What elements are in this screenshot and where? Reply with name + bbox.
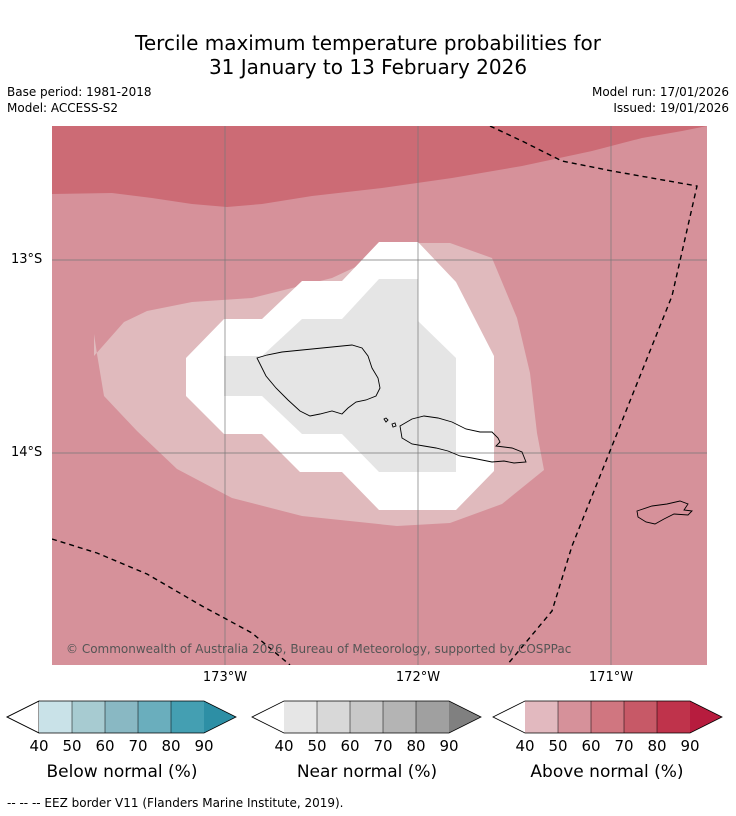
cbar-above-tick: 90 <box>680 737 700 755</box>
cbar-above-high-ext <box>690 701 722 733</box>
cbar-above-70-80 <box>624 701 657 733</box>
colorbar-below-label: Below normal (%) <box>46 762 198 782</box>
cbar-near-tick: 50 <box>307 737 327 755</box>
cbar-above-low-ext <box>493 701 525 733</box>
map-title: Tercile maximum temperature probabilitie… <box>0 31 736 79</box>
cbar-below-low-ext <box>6 700 40 734</box>
lon-label-172w: 172°W <box>395 670 441 685</box>
upolu-island <box>399 415 527 464</box>
eez-borders <box>52 126 698 665</box>
cbar-above-tick: 40 <box>515 737 535 755</box>
cbar-above-tick: 60 <box>581 737 601 755</box>
title-line-1: Tercile maximum temperature probabilitie… <box>135 31 601 55</box>
eez-border-east <box>489 126 698 665</box>
probability-map: © Commonwealth of Australia 2026, Bureau… <box>52 126 707 665</box>
apolima-island <box>391 422 397 428</box>
cbar-below-high-ext <box>204 701 236 733</box>
cbar-above-60-70 <box>591 701 624 733</box>
coastlines <box>256 344 693 525</box>
eez-border-southwest <box>52 538 291 665</box>
near-40-50-region <box>224 279 456 472</box>
colorbar-below <box>6 700 237 734</box>
cbar-above-tick: 80 <box>647 737 667 755</box>
savaii-island <box>256 344 381 417</box>
cbar-near-50-60 <box>317 701 350 733</box>
manono-island <box>383 417 389 423</box>
lon-label-173w: 173°W <box>202 670 248 685</box>
above-60-70-region <box>52 126 707 207</box>
cbar-near-tick: 90 <box>439 737 459 755</box>
cbar-near-low-ext <box>252 701 284 733</box>
lat-label-14s: 14°S <box>11 445 43 460</box>
graticule <box>52 126 707 665</box>
cbar-below-50-60 <box>72 701 105 733</box>
cbar-below-tick: 80 <box>161 737 181 755</box>
cbar-near-high-ext <box>449 701 481 733</box>
colorbar-above <box>492 700 723 734</box>
cbar-above-tick: 50 <box>548 737 568 755</box>
eez-footnote: -- -- -- EEZ border V11 (Flanders Marine… <box>7 796 344 810</box>
model-name: Model: ACCESS-S2 <box>7 101 119 115</box>
meta-right: Model run: 17/01/2026 Issued: 19/01/2026 <box>592 84 729 116</box>
cbar-below-tick: 40 <box>29 737 49 755</box>
cbar-above-50-60 <box>558 701 591 733</box>
cbar-above-80-90 <box>657 701 690 733</box>
cbar-near-60-70 <box>350 701 383 733</box>
title-line-2: 31 January to 13 February 2026 <box>208 55 528 79</box>
model-run: Model run: 17/01/2026 <box>591 85 729 99</box>
cbar-below-70-80 <box>138 701 171 733</box>
cbar-below-tick: 90 <box>194 737 214 755</box>
tutuila-island <box>636 500 693 525</box>
cbar-below-40-50 <box>39 701 72 733</box>
colorbar-near <box>251 700 482 734</box>
colorbar-above-label: Above normal (%) <box>530 762 684 782</box>
cbar-near-40-50 <box>284 701 317 733</box>
meta-left: Base period: 1981-2018 Model: ACCESS-S2 <box>7 84 152 116</box>
cbar-near-80-90 <box>416 701 449 733</box>
cbar-below-60-70 <box>105 701 138 733</box>
cbar-near-tick: 80 <box>406 737 426 755</box>
cbar-below-tick: 70 <box>128 737 148 755</box>
issued-date: Issued: 19/01/2026 <box>613 101 729 115</box>
lat-label-13s: 13°S <box>11 252 43 267</box>
cbar-above-40-50 <box>525 701 558 733</box>
cbar-near-tick: 40 <box>274 737 294 755</box>
cbar-below-tick: 50 <box>62 737 82 755</box>
cbar-near-tick: 70 <box>373 737 393 755</box>
cbar-near-70-80 <box>383 701 416 733</box>
copyright-notice: © Commonwealth of Australia 2026, Bureau… <box>66 642 571 656</box>
lon-label-171w: 171°W <box>588 670 634 685</box>
cbar-near-tick: 60 <box>340 737 360 755</box>
colorbar-near-label: Near normal (%) <box>296 762 438 782</box>
cbar-below-tick: 60 <box>95 737 115 755</box>
base-period: Base period: 1981-2018 <box>7 85 152 99</box>
cbar-below-80-90 <box>171 701 204 733</box>
cbar-above-tick: 70 <box>614 737 634 755</box>
